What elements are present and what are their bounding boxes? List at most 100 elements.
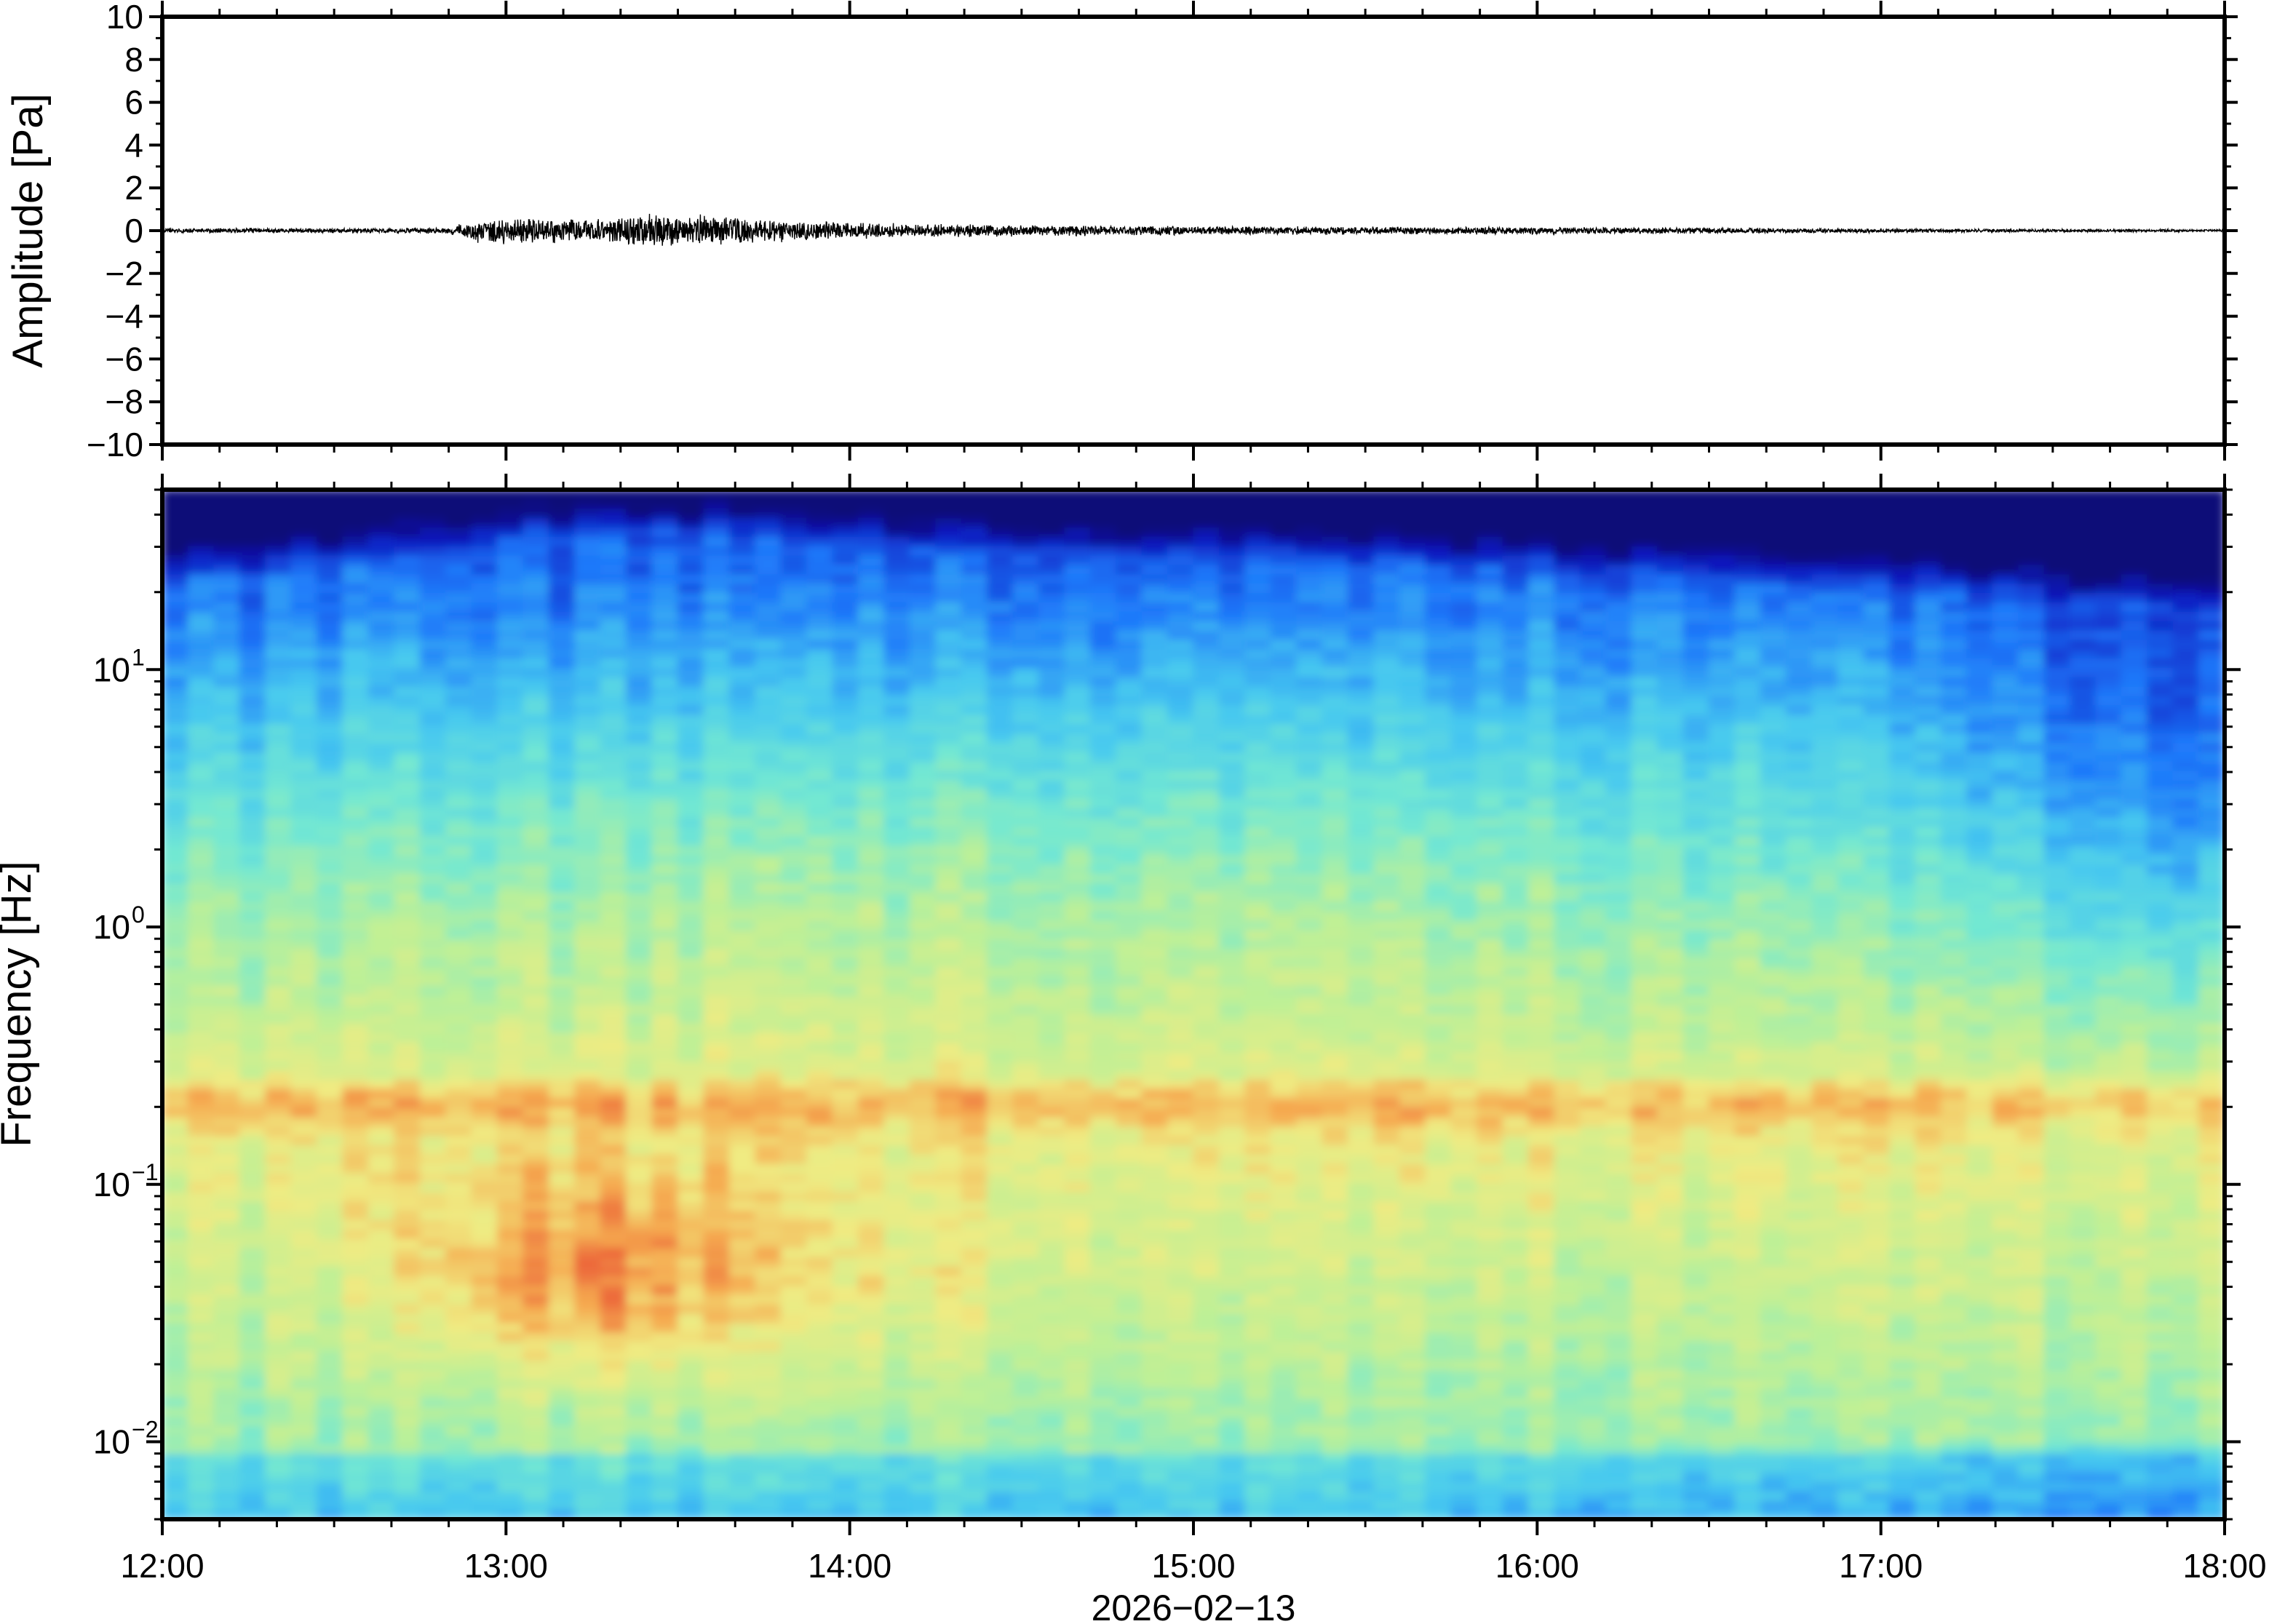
spectrogram-cell [497, 1397, 524, 1408]
spectrogram-cell [728, 835, 756, 846]
spectrogram-cell [651, 947, 678, 958]
spectrogram-cell [935, 1182, 962, 1193]
spectrogram-cell [600, 1388, 627, 1398]
spectrogram-cell [522, 1378, 549, 1389]
spectrogram-cell [780, 639, 808, 650]
spectrogram-cell [677, 1088, 704, 1099]
spectrogram-cell [987, 1051, 1014, 1062]
spectrogram-cell [1193, 1228, 1220, 1239]
spectrogram-cell [883, 835, 910, 846]
spectrogram-cell [651, 1322, 678, 1333]
spectrogram-cell [1218, 1434, 1246, 1445]
spectrogram-cell [548, 1453, 576, 1464]
spectrogram-cell [832, 835, 859, 846]
spectrogram-cell [1064, 835, 1091, 846]
spectrogram-cell [780, 1257, 808, 1267]
spectrogram-cell [1116, 1369, 1143, 1380]
spectrogram-cell [265, 864, 292, 874]
spectrogram-cell [935, 751, 962, 762]
spectrogram-cell [187, 1425, 215, 1436]
spectrogram-cell [832, 1472, 859, 1483]
spectrogram-cell [394, 1078, 421, 1089]
spectrogram-cell [858, 1359, 885, 1370]
spectrogram-cell [935, 864, 962, 874]
spectrogram-cell [1038, 1462, 1065, 1473]
spectrogram-cell [600, 1284, 627, 1295]
spectrogram-cell [1012, 1135, 1039, 1145]
spectrogram-cell [1270, 490, 1298, 500]
spectrogram-cell [961, 498, 988, 509]
spectrogram-cell [1116, 648, 1143, 659]
spectrogram-cell [317, 1172, 343, 1183]
spectrogram-cell [883, 891, 910, 902]
spectrogram-cell [755, 658, 782, 668]
spectrogram-cell [935, 1453, 962, 1464]
spectrogram-cell [1141, 1116, 1168, 1127]
spectrogram-cell [1116, 1228, 1143, 1239]
spectrogram-cell [1141, 957, 1168, 968]
spectrogram-cell [394, 1425, 421, 1436]
spectrogram-cell [574, 564, 601, 575]
spectrogram-cell [728, 1135, 756, 1145]
spectrogram-cell [626, 1257, 653, 1267]
spectrogram-cell [367, 845, 395, 856]
spectrogram-cell [883, 1032, 910, 1043]
spectrogram-cell [213, 1341, 240, 1351]
spectrogram-cell [780, 1126, 808, 1137]
spectrogram-cell [265, 1369, 292, 1380]
spectrogram-cell [806, 517, 833, 528]
spectrogram-cell [935, 1481, 962, 1492]
spectrogram-cell [780, 1013, 808, 1024]
spectrogram-cell [1089, 723, 1117, 733]
spectrogram-cell [677, 676, 704, 687]
spectrogram-cell [703, 564, 730, 575]
spectrogram-cell [342, 1453, 369, 1464]
spectrogram-cell [987, 1210, 1014, 1220]
spectrogram-cell [987, 1078, 1014, 1089]
spectrogram-cell [626, 1509, 653, 1519]
spectrogram-cell [162, 816, 188, 827]
spectrogram-cell [239, 1472, 266, 1483]
spectrogram-cell [1012, 714, 1039, 725]
spectrogram-cell [677, 1201, 704, 1211]
spectrogram-cell [419, 1088, 447, 1099]
spectrogram-cell [1244, 939, 1271, 949]
spectrogram-cell [780, 1378, 808, 1389]
spectrogram-cell [1038, 536, 1065, 546]
spectrogram-cell [342, 508, 369, 519]
spectrogram-cell [1141, 929, 1168, 939]
spectrogram-cell [1193, 1116, 1220, 1127]
spectrogram-cell [1167, 508, 1194, 519]
spectrogram-cell [987, 733, 1014, 743]
spectrogram-cell [626, 554, 653, 565]
spectrogram-cell [367, 1509, 395, 1519]
spectrogram-cell [1167, 490, 1194, 500]
spectrogram-cell [187, 733, 215, 743]
spectrogram-cell [935, 957, 962, 968]
spectrogram-cell [651, 1107, 678, 1118]
spectrogram-cell [1116, 545, 1143, 556]
spectrogram-cell [419, 1453, 447, 1464]
spectrogram-cell [626, 1284, 653, 1295]
spectrogram-cell [445, 1172, 472, 1183]
spectrogram-cell [728, 1369, 756, 1380]
spectrogram-cell [1064, 1332, 1091, 1342]
spectrogram-cell [419, 751, 447, 762]
spectrogram-cell [522, 976, 549, 987]
spectrogram-cell [935, 666, 962, 677]
spectrogram-cell [858, 1004, 885, 1014]
spectrogram-cell [626, 1004, 653, 1014]
spectrogram-cell [883, 760, 910, 771]
spectrogram-cell [367, 1257, 395, 1267]
spectrogram-cell [394, 1032, 421, 1043]
spectrogram-cell [213, 498, 240, 509]
spectrogram-cell [987, 1350, 1014, 1361]
spectrogram-cell [471, 1145, 498, 1155]
spectrogram-cell [497, 1013, 524, 1024]
spectrogram-cell [883, 1126, 910, 1137]
spectrogram-cell [290, 779, 317, 790]
spectrogram-cell [883, 1182, 910, 1193]
spectrogram-cell [471, 723, 498, 733]
spectrogram-cell [651, 1172, 678, 1183]
spectrogram-cell [651, 1275, 678, 1286]
